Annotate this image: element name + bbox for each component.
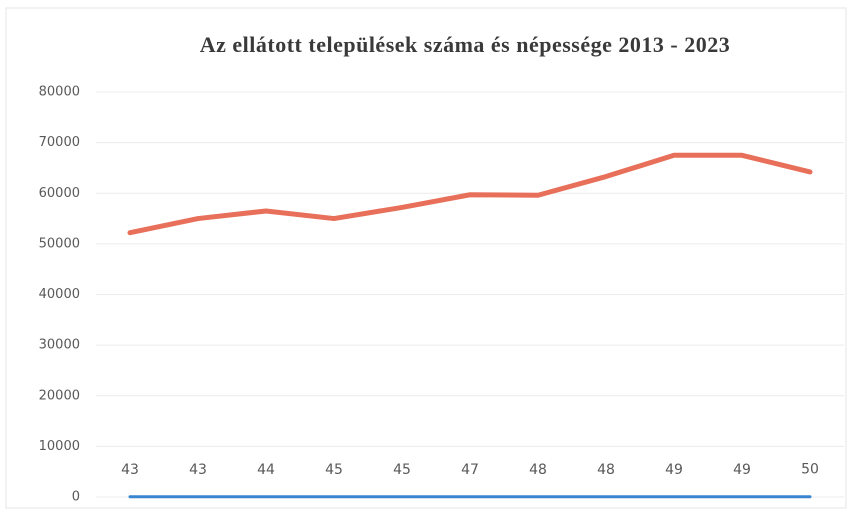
y-tick-label: 20000 bbox=[39, 388, 80, 403]
data-label: 45 bbox=[393, 462, 411, 478]
y-tick-label: 60000 bbox=[39, 186, 80, 201]
y-tick-label: 30000 bbox=[39, 338, 80, 353]
data-label: 44 bbox=[257, 462, 275, 478]
y-tick-label: 40000 bbox=[39, 287, 80, 302]
line-series bbox=[127, 152, 813, 236]
data-label: 43 bbox=[121, 462, 139, 478]
y-tick-label: 70000 bbox=[39, 135, 80, 150]
data-label: 50 bbox=[801, 462, 819, 478]
data-label: 43 bbox=[189, 462, 207, 478]
data-label: 45 bbox=[325, 462, 343, 478]
chart-title: Az ellátott települések száma és népessé… bbox=[200, 32, 730, 57]
data-label: 49 bbox=[665, 462, 683, 478]
chart-frame bbox=[5, 7, 847, 509]
data-label: 48 bbox=[529, 462, 547, 478]
data-label: 49 bbox=[733, 462, 751, 478]
y-tick-label: 80000 bbox=[39, 85, 80, 100]
y-tick-label: 50000 bbox=[39, 236, 80, 251]
data-label: 47 bbox=[461, 462, 479, 478]
y-tick-label: 10000 bbox=[39, 439, 80, 454]
y-tick-label: 0 bbox=[72, 490, 80, 505]
data-label: 48 bbox=[597, 462, 615, 478]
